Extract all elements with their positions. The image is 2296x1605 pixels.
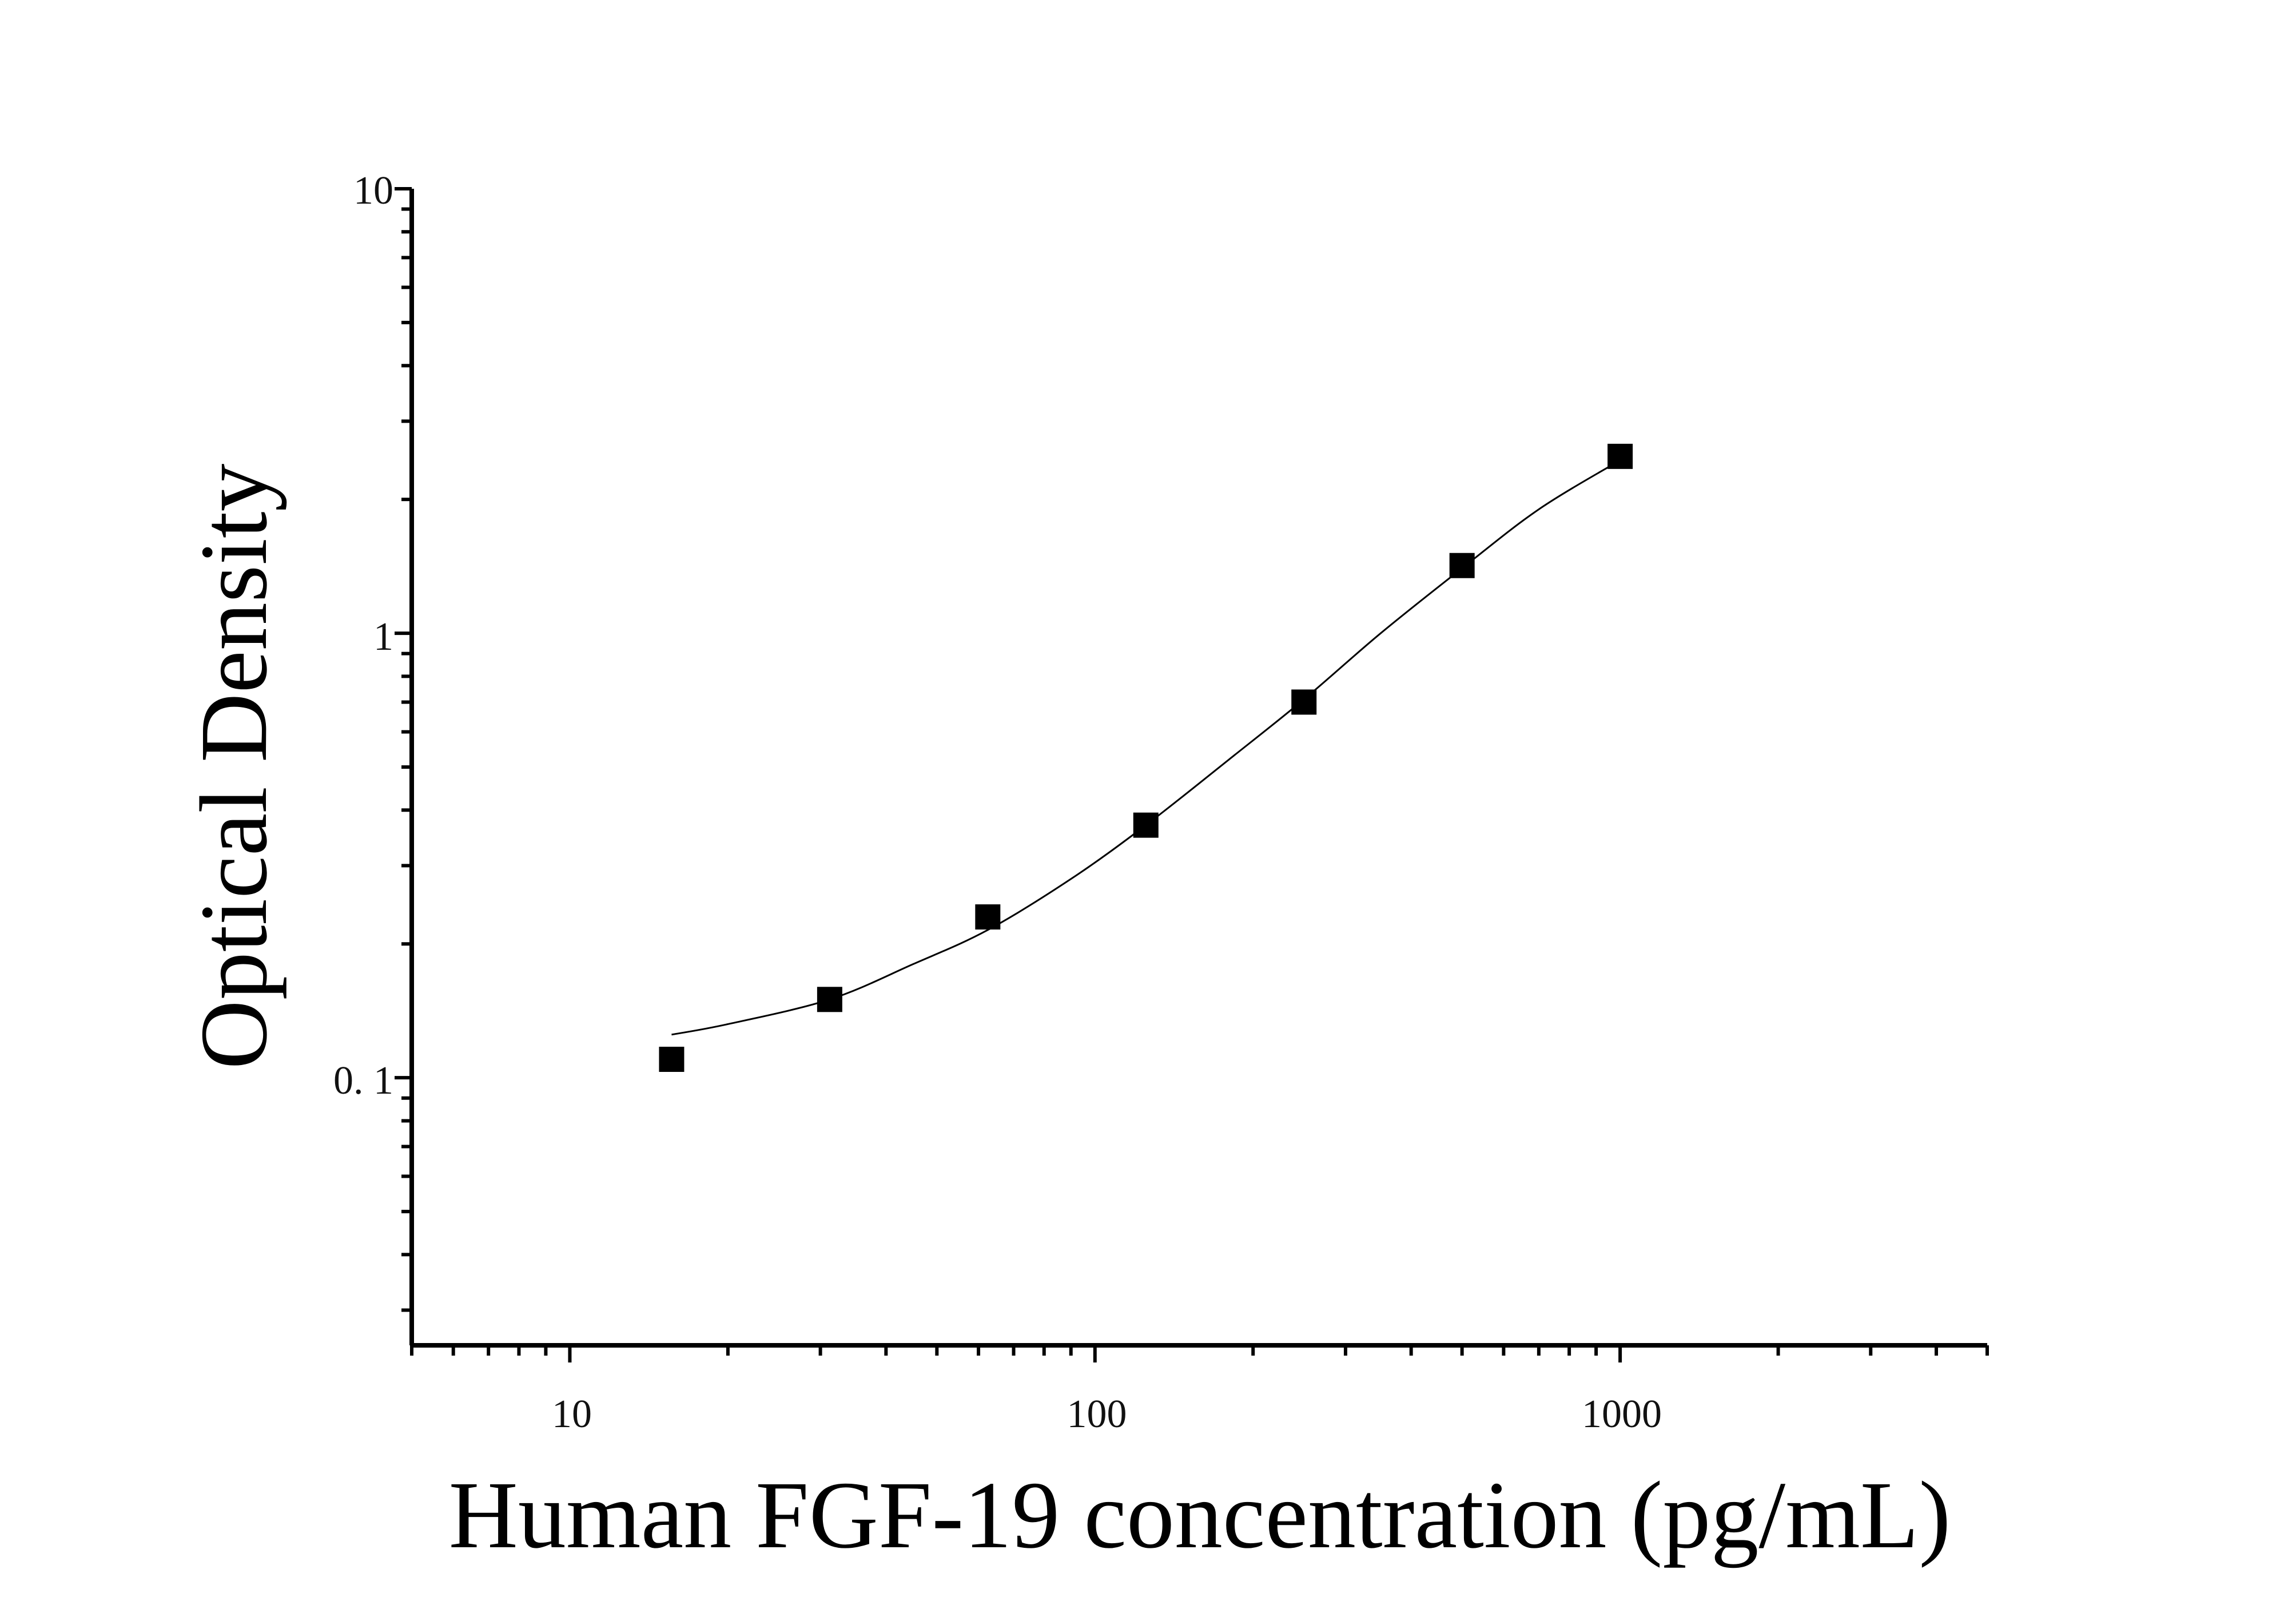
y-ticks [395, 187, 412, 1312]
x-tick-label-100: 100 [1067, 1392, 1127, 1436]
data-point-1 [659, 1046, 685, 1072]
y-axis-title: Optical Density [181, 463, 287, 1069]
data-point-4 [1133, 812, 1159, 838]
x-tick-label-10: 10 [552, 1392, 592, 1436]
data-point-3 [975, 904, 1001, 930]
y-tick-label-10: 10 [353, 169, 393, 213]
x-axis-title: Human FGF-19 concentration (pg/mL) [449, 1462, 1951, 1568]
plot-area [395, 187, 1989, 1362]
data-point-5 [1291, 689, 1317, 715]
fit-curve [671, 459, 1621, 1036]
data-point-2 [817, 987, 842, 1012]
data-point-6 [1449, 553, 1475, 578]
data-point-7 [1607, 443, 1633, 469]
x-tick-label-1000: 1000 [1582, 1392, 1662, 1436]
x-ticks [410, 1345, 1989, 1362]
y-tick-label-1: 1 [373, 615, 393, 659]
y-tick-label-0-1: 0. 1 [333, 1059, 393, 1103]
data-markers [659, 443, 1633, 1072]
